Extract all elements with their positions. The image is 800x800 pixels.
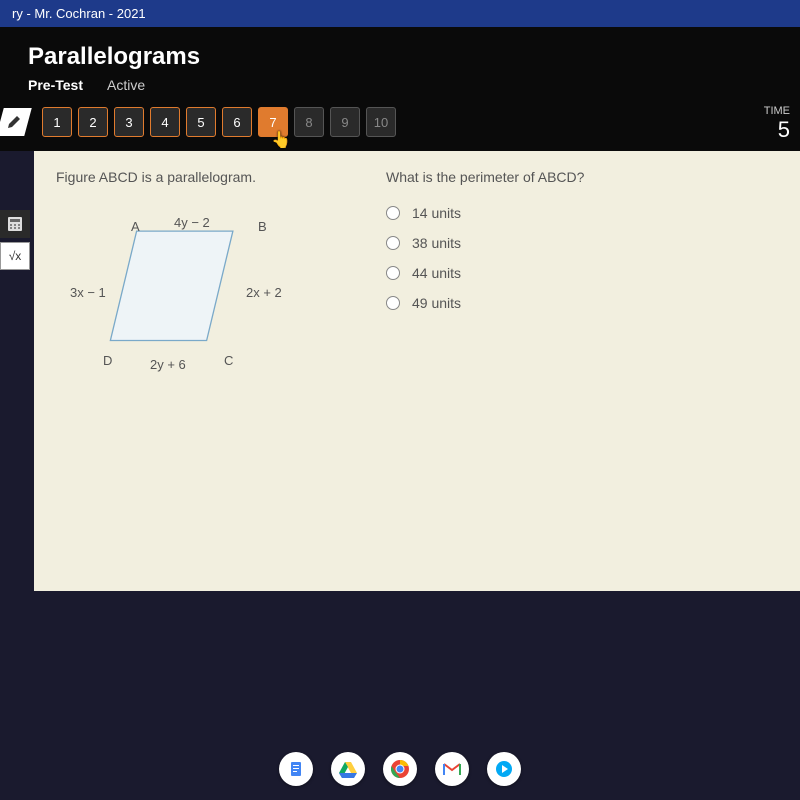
formula-tool[interactable]: √x bbox=[0, 242, 30, 270]
dock-gmail[interactable] bbox=[435, 752, 469, 786]
edge-top: 4y − 2 bbox=[174, 215, 210, 230]
radio-0[interactable] bbox=[386, 206, 400, 220]
parallelogram-figure: A B C D 4y − 2 2x + 2 3x − 1 2y + 6 bbox=[76, 205, 296, 385]
answer-option-0[interactable]: 14 units bbox=[386, 205, 778, 221]
vertex-a: A bbox=[131, 219, 140, 234]
cursor-icon: 👆 bbox=[271, 130, 291, 150]
radio-2[interactable] bbox=[386, 266, 400, 280]
question-nav-10: 10 bbox=[366, 107, 396, 137]
dock-drive[interactable] bbox=[331, 752, 365, 786]
dock-docs[interactable] bbox=[279, 752, 313, 786]
question-nav-7[interactable]: 7👆 bbox=[258, 107, 288, 137]
parallelogram-shape bbox=[106, 223, 246, 353]
subtitle-pretest: Pre-Test bbox=[28, 77, 83, 93]
side-tools: √x bbox=[0, 210, 30, 270]
edge-left: 3x − 1 bbox=[70, 285, 106, 300]
answer-option-1[interactable]: 38 units bbox=[386, 235, 778, 251]
radio-3[interactable] bbox=[386, 296, 400, 310]
answer-option-3[interactable]: 49 units bbox=[386, 295, 778, 311]
pencil-tool[interactable] bbox=[0, 108, 32, 136]
chrome-icon bbox=[390, 759, 410, 779]
subtitle-mode: Active bbox=[107, 77, 145, 93]
subtitle-row: Pre-Test Active bbox=[28, 77, 772, 93]
prompt-left: Figure ABCD is a parallelogram. bbox=[56, 169, 346, 185]
content-panel: Figure ABCD is a parallelogram. A B C D … bbox=[34, 151, 800, 591]
answer-label-1: 38 units bbox=[412, 235, 461, 251]
gmail-icon bbox=[442, 759, 462, 779]
answer-option-2[interactable]: 44 units bbox=[386, 265, 778, 281]
answer-label-2: 44 units bbox=[412, 265, 461, 281]
calculator-tool[interactable] bbox=[0, 210, 30, 238]
question-nav-2[interactable]: 2 bbox=[78, 107, 108, 137]
dock bbox=[279, 752, 521, 786]
dock-play[interactable] bbox=[487, 752, 521, 786]
page-title: Parallelograms bbox=[28, 43, 772, 71]
vertex-b: B bbox=[258, 219, 267, 234]
question-nav-9: 9 bbox=[330, 107, 360, 137]
toolbar: 1234567👆8910 TIME 5 bbox=[0, 97, 800, 151]
docs-icon bbox=[287, 760, 305, 778]
answer-label-3: 49 units bbox=[412, 295, 461, 311]
app-header: Parallelograms Pre-Test Active bbox=[0, 27, 800, 97]
browser-tab: ry - Mr. Cochran - 2021 bbox=[0, 0, 800, 27]
question-nav: 1234567👆8910 bbox=[42, 107, 396, 137]
question-nav-8: 8 bbox=[294, 107, 324, 137]
question-left: Figure ABCD is a parallelogram. A B C D … bbox=[56, 169, 346, 573]
question-nav-6[interactable]: 6 bbox=[222, 107, 252, 137]
question-nav-5[interactable]: 5 bbox=[186, 107, 216, 137]
edge-right: 2x + 2 bbox=[246, 285, 282, 300]
prompt-right: What is the perimeter of ABCD? bbox=[386, 169, 778, 185]
pencil-icon bbox=[6, 114, 22, 130]
sqrt-icon: √x bbox=[9, 249, 22, 263]
question-nav-4[interactable]: 4 bbox=[150, 107, 180, 137]
calculator-icon bbox=[6, 215, 24, 233]
vertex-c: C bbox=[224, 353, 233, 368]
tab-title: ry - Mr. Cochran - 2021 bbox=[12, 6, 146, 21]
question-nav-3[interactable]: 3 bbox=[114, 107, 144, 137]
radio-1[interactable] bbox=[386, 236, 400, 250]
play-icon bbox=[494, 759, 514, 779]
timer-label: TIME bbox=[764, 105, 790, 117]
vertex-d: D bbox=[103, 353, 112, 368]
answer-label-0: 14 units bbox=[412, 205, 461, 221]
question-nav-1[interactable]: 1 bbox=[42, 107, 72, 137]
edge-bottom: 2y + 6 bbox=[150, 357, 186, 372]
timer: TIME 5 bbox=[764, 105, 790, 143]
dock-chrome[interactable] bbox=[383, 752, 417, 786]
question-right: What is the perimeter of ABCD? 14 units 3… bbox=[386, 169, 778, 573]
answer-list: 14 units 38 units 44 units 49 units bbox=[386, 205, 778, 311]
timer-value: 5 bbox=[764, 117, 790, 143]
drive-icon bbox=[338, 759, 358, 779]
